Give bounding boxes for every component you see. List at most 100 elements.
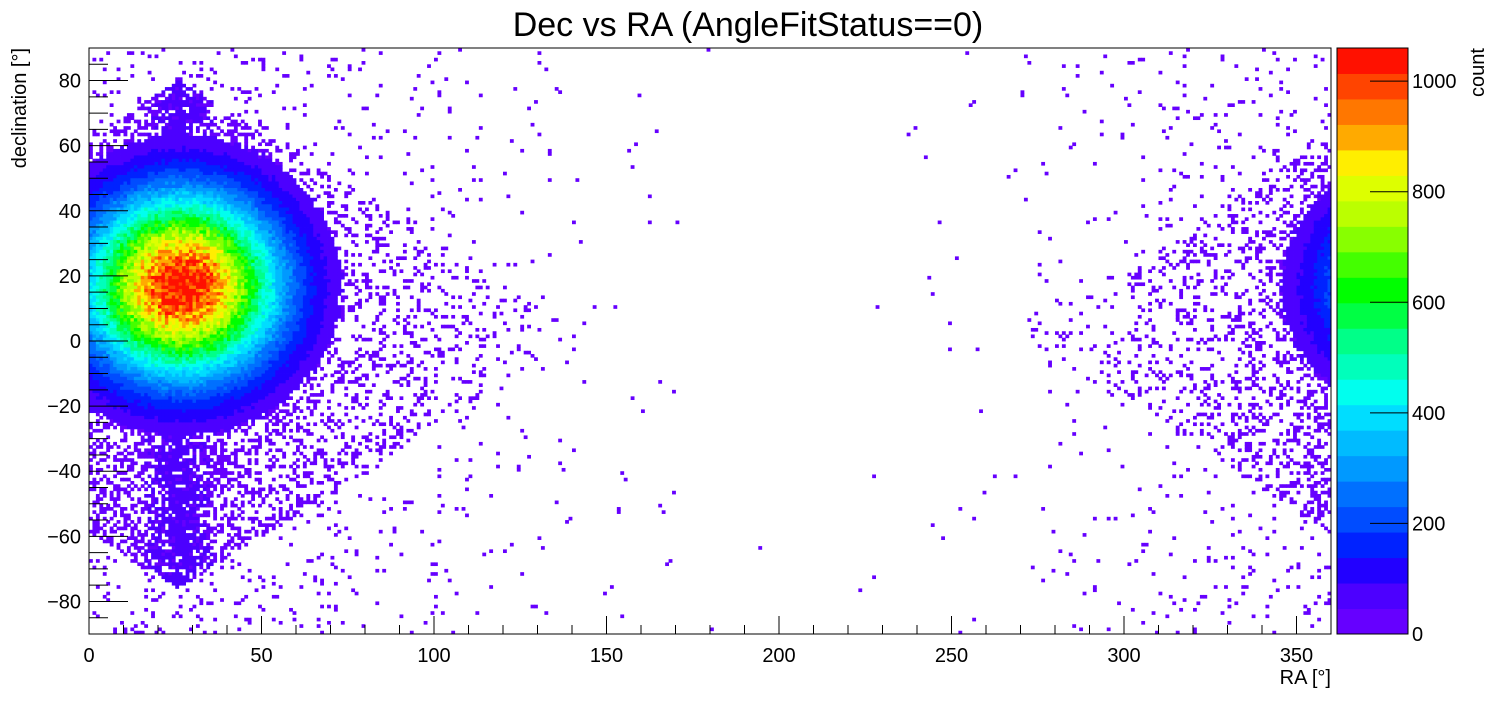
heatmap-cell (113, 402, 117, 407)
heatmap-cell (154, 279, 159, 283)
heatmap-cell (182, 467, 186, 472)
heatmap-cell (202, 171, 207, 176)
heatmap-cell (89, 559, 93, 563)
heatmap-cell (92, 386, 97, 391)
heatmap-cell (147, 510, 152, 514)
heatmap-cell (89, 217, 93, 221)
heatmap-cell (92, 441, 97, 446)
heatmap-cell (126, 236, 131, 241)
heatmap-cell (185, 539, 190, 544)
heatmap-cell (147, 520, 152, 524)
heatmap-cell (182, 256, 186, 261)
heatmap-cell (202, 181, 207, 186)
heatmap-cell (195, 594, 200, 599)
heatmap-cell (102, 324, 107, 329)
heatmap-cell (130, 327, 135, 332)
heatmap-cell (161, 559, 166, 563)
heatmap-cell (171, 194, 176, 199)
heatmap-cell (192, 61, 197, 65)
heatmap-cell (147, 337, 152, 342)
heatmap-cell (182, 546, 186, 550)
heatmap-cell (168, 259, 173, 264)
heatmap-cell (144, 327, 149, 332)
heatmap-cell (171, 370, 176, 374)
heatmap-cell (133, 201, 138, 205)
heatmap-cell (223, 272, 228, 277)
heatmap-cell (168, 409, 173, 414)
heatmap-cell (158, 559, 162, 563)
heatmap-cell (95, 272, 100, 277)
heatmap-cell (137, 630, 142, 635)
heatmap-cell (209, 240, 214, 244)
heatmap-cell (158, 389, 162, 394)
heatmap-cell (185, 546, 190, 550)
heatmap-cell (140, 376, 145, 381)
heatmap-cell (227, 122, 231, 127)
heatmap-cell (109, 282, 114, 287)
heatmap-cell (120, 331, 124, 335)
heatmap-cell (140, 311, 145, 316)
heatmap-cell (202, 103, 207, 107)
heatmap-cell (151, 526, 155, 531)
heatmap-cell (220, 389, 224, 394)
heatmap-cell (175, 285, 180, 290)
heatmap-cell (126, 327, 131, 332)
heatmap-cell (116, 337, 121, 342)
heatmap-cell (120, 386, 124, 391)
heatmap-cell (168, 494, 173, 498)
heatmap-cell (95, 324, 100, 329)
heatmap-cell (220, 467, 224, 472)
heatmap-cell (202, 292, 207, 296)
heatmap-cell (109, 253, 114, 257)
heatmap-cell (99, 344, 104, 348)
heatmap-cell (106, 422, 111, 427)
heatmap-cell (147, 503, 152, 508)
heatmap-cell (178, 350, 183, 355)
heatmap-cell (161, 48, 166, 52)
heatmap-cell (223, 386, 228, 391)
heatmap-cell (113, 337, 117, 342)
heatmap-cell (195, 399, 200, 404)
heatmap-cell (192, 344, 197, 348)
heatmap-cell (220, 334, 224, 339)
heatmap-cell (209, 152, 214, 156)
heatmap-cell (102, 337, 107, 342)
heatmap-cell (227, 373, 231, 378)
heatmap-cell (106, 324, 111, 329)
heatmap-cell (158, 314, 162, 319)
heatmap-cell (164, 236, 169, 241)
heatmap-cell (120, 249, 124, 254)
heatmap-cell (140, 630, 145, 635)
heatmap-cell (182, 334, 186, 339)
heatmap-cell (223, 161, 228, 166)
heatmap-cell (182, 292, 186, 296)
heatmap-cell (140, 51, 145, 55)
heatmap-cell (189, 533, 193, 537)
heatmap-cell (213, 269, 218, 274)
heatmap-cell (171, 575, 176, 580)
heatmap-cell (106, 406, 111, 410)
heatmap-cell (189, 314, 193, 319)
heatmap-cell (102, 194, 107, 199)
heatmap-cell (192, 301, 197, 306)
heatmap-cell (106, 448, 111, 453)
heatmap-cell (137, 197, 142, 202)
heatmap-cell (89, 161, 93, 166)
heatmap-cell (195, 106, 200, 111)
heatmap-cell (116, 301, 121, 306)
heatmap-cell (209, 184, 214, 189)
heatmap-cell (92, 90, 97, 94)
heatmap-cell (158, 256, 162, 261)
heatmap-cell (178, 559, 183, 563)
heatmap-cell (185, 503, 190, 508)
heatmap-cell (106, 214, 111, 218)
heatmap-cell (206, 471, 211, 475)
heatmap-cell (161, 572, 166, 576)
heatmap-cell (99, 409, 104, 414)
heatmap-cell (144, 389, 149, 394)
heatmap-cell (168, 357, 173, 361)
heatmap-cell (171, 288, 176, 293)
heatmap-cell (95, 461, 100, 466)
heatmap-cell (178, 308, 183, 313)
heatmap-cell (223, 259, 228, 264)
